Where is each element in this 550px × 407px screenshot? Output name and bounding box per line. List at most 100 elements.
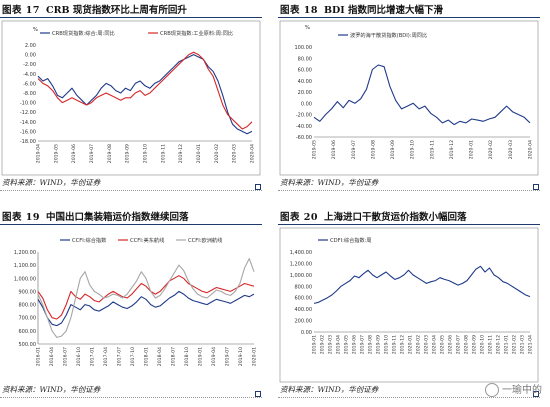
x-tick-label: 2020-04 xyxy=(250,144,256,163)
y-tick-label: -60.00 xyxy=(296,135,312,141)
y-tick-label: 600.00 xyxy=(19,329,37,335)
wechat-icon xyxy=(485,383,499,397)
x-tick-label: 2020-09 xyxy=(472,335,478,354)
panel-fig17: 图表 17 CRB 现货指数环比上周有所回升 % 2.00 0.00 -2.00 -4.0… xyxy=(0,0,265,200)
x-tick-label: 2019-01 xyxy=(312,335,318,354)
source-rule xyxy=(0,190,262,191)
x-tick-label: 2021-03 xyxy=(520,335,526,354)
y-tick-label: -12.00 xyxy=(20,110,36,116)
legend-label: CRB现货指数:综合:周:同比 xyxy=(52,29,115,37)
source-note: 资料来源：WIND，华创证券 xyxy=(2,178,101,187)
x-tick-label: 2019-07 xyxy=(351,140,357,159)
watermark-text: 一瑜中的 xyxy=(502,385,542,396)
title-rule xyxy=(0,224,262,225)
y-tick-label: -40.00 xyxy=(296,124,312,130)
x-tick-label: 2019-06 xyxy=(331,140,337,159)
y-tick-label: 1,200.00 xyxy=(290,261,312,267)
chart-frame xyxy=(279,20,539,176)
x-tick-label: 2019-10 xyxy=(410,140,416,159)
x-tick-label: 2020-01 xyxy=(196,144,202,163)
y-tick-label: -6.00 xyxy=(23,81,36,87)
x-tick-label: 2019-03 xyxy=(328,335,334,354)
y-tick-label: -18.00 xyxy=(20,139,36,145)
source-note: 资料来源：WIND，华创证券 xyxy=(280,385,379,394)
legend-label: CDFI:综合指数:周 xyxy=(330,236,372,244)
y-tick-label: 40.00 xyxy=(298,79,312,85)
corner-marker xyxy=(255,184,261,190)
x-tick-label: 2019-07 xyxy=(360,335,366,354)
x-tick-label: 2020-12 xyxy=(496,335,502,354)
y-tick-label: 800.00 xyxy=(295,284,313,290)
y-tick-label: 20.00 xyxy=(298,90,312,96)
x-tick-label: 2020-11 xyxy=(488,335,494,354)
x-tick-label: 2020-03 xyxy=(232,144,238,163)
x-tick-label: 2020-02 xyxy=(416,335,422,354)
corner-marker xyxy=(255,391,261,397)
y-unit-label: % xyxy=(305,25,310,31)
figure-label: 图表 18 xyxy=(280,5,319,16)
x-tick-label: 2019-06 xyxy=(71,144,77,163)
x-tick-label: 2019-08 xyxy=(107,144,113,163)
x-tick-label: 2020-02 xyxy=(488,140,494,159)
legend-label: CCFI:综合指数 xyxy=(72,236,107,244)
legend-label: CRB现货指数:工业原料:周:同比 xyxy=(160,29,233,37)
panel-title: 图表 19 中国出口集装箱运价指数继续回落 xyxy=(2,209,189,223)
x-tick-label: 2021-01 xyxy=(504,335,510,354)
x-tick-label: 2019-07 xyxy=(225,347,231,366)
x-tick-label: 2019-09 xyxy=(390,140,396,159)
x-tick-label: 2018-07 xyxy=(171,347,177,366)
x-tick-label: 2017-07 xyxy=(117,347,123,366)
figure-title: 中国出口集装箱运价指数继续回落 xyxy=(46,212,189,223)
y-tick-label: -20.00 xyxy=(296,113,312,119)
y-tick-label: 1,000.00 xyxy=(290,273,312,279)
panel-fig20: 图表 20 上海进口干散货运价指数小幅回落 1,400.00 1,200.00 1,0… xyxy=(278,207,543,407)
series-line xyxy=(37,54,253,135)
x-tick-label: 2021-02 xyxy=(512,335,518,354)
x-tick-label: 2019-11 xyxy=(392,335,398,354)
x-tick-label: 2016-01 xyxy=(36,347,42,366)
chart-fig17: % 2.00 0.00 -2.00 -4.00 -6.00 -8.00 -10.00 -12.0… xyxy=(1,20,261,176)
x-tick-label: 2016-07 xyxy=(63,347,69,366)
figure-label: 图表 20 xyxy=(280,212,319,223)
x-tick-label: 2019-11 xyxy=(160,144,166,163)
legend-label: CCFI:美东航线 xyxy=(130,236,164,244)
x-tick-label: 2019-04 xyxy=(336,335,342,354)
x-tick-label: 2019-12 xyxy=(400,335,406,354)
chart-fig19: 1,200.00 1,100.00 1,000.00 900.00 800.00 700.… xyxy=(14,236,258,366)
x-tick-label: 2020-01 xyxy=(408,335,414,354)
x-tick-label: 2016-10 xyxy=(76,347,82,366)
x-tick-label: 2018-04 xyxy=(157,347,163,366)
series-line xyxy=(313,64,531,126)
x-tick-label: 2017-01 xyxy=(90,347,96,366)
x-tick-label: 2020-07 xyxy=(456,335,462,354)
x-tick-label: 2019-05 xyxy=(53,144,59,163)
x-tick-label: 2020-08 xyxy=(464,335,470,354)
panel-fig19: 图表 19 中国出口集装箱运价指数继续回落 1,200.00 1,100.00 1,0… xyxy=(0,207,265,407)
x-tick-label: 2020-05 xyxy=(440,335,446,354)
y-tick-label: -2.00 xyxy=(23,62,36,68)
x-tick-label: 2020-06 xyxy=(448,335,454,354)
series-line xyxy=(37,275,255,320)
x-tick-label: 2018-10 xyxy=(184,347,190,366)
title-rule xyxy=(0,17,262,18)
y-tick-label: -16.00 xyxy=(20,129,36,135)
x-tick-label: 2020-01 xyxy=(469,140,475,159)
figure-label: 图表 19 xyxy=(2,212,41,223)
y-tick-label: -4.00 xyxy=(23,72,36,78)
y-tick-label: -14.00 xyxy=(20,120,36,126)
y-tick-label: 2.00 xyxy=(25,43,36,49)
x-tick-label: 2020-04 xyxy=(528,140,534,159)
x-tick-label: 2016-04 xyxy=(49,347,55,366)
x-tick-label: 2020-04 xyxy=(432,335,438,354)
x-tick-label: 2017-04 xyxy=(103,347,109,366)
source-rule xyxy=(278,190,540,191)
panel-title: 图表 18 BDI 指数同比增速大幅下滑 xyxy=(280,2,443,16)
x-tick-label: 2020-01 xyxy=(252,347,258,366)
x-tick-label: 2019-01 xyxy=(198,347,204,366)
x-tick-label: 2019-05 xyxy=(344,335,350,354)
chart-fig18: % 100.00 80.00 60.00 40.00 20.00 0.00 -20.00 -40… xyxy=(279,20,539,176)
x-tick-label: 2019-12 xyxy=(449,140,455,159)
source-rule xyxy=(0,397,262,398)
y-tick-label: 1,200.00 xyxy=(14,250,36,256)
x-tick-label: 2019-04 xyxy=(36,144,42,163)
